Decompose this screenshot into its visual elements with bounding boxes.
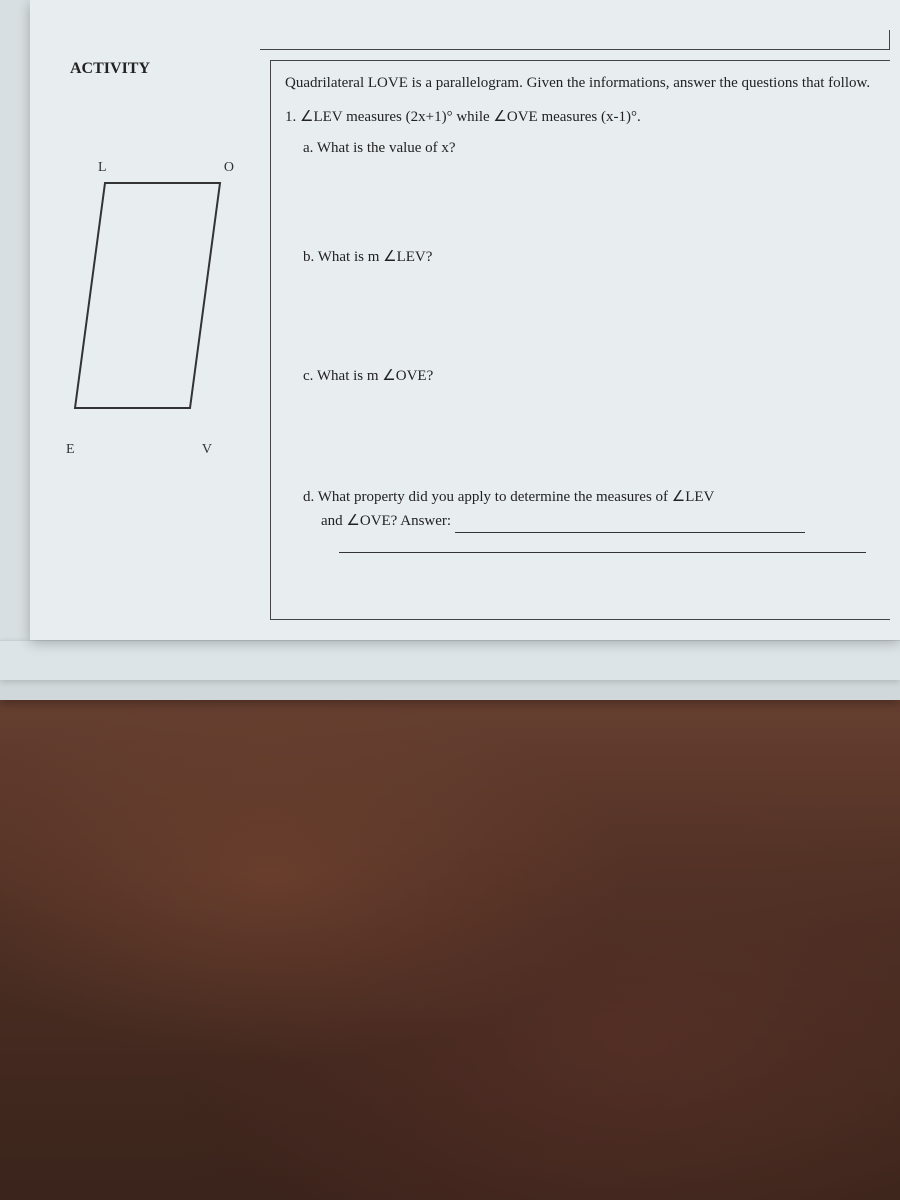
answer-blank-2 <box>339 533 866 553</box>
answer-blank-1 <box>455 518 805 533</box>
vertex-label-l: L <box>98 160 107 176</box>
question-d: d. What property did you apply to determ… <box>303 485 876 553</box>
worksheet-page: ACTIVITY L O E V Quadrilateral LOVE is a… <box>30 0 900 640</box>
previous-box-edge <box>260 30 890 50</box>
activity-title: ACTIVITY <box>70 60 250 78</box>
vertex-label-v: V <box>202 442 212 458</box>
activity-row: ACTIVITY L O E V Quadrilateral LOVE is a… <box>60 60 890 620</box>
question-c: c. What is m ∠OVE? <box>303 366 876 385</box>
parallelogram-shape <box>70 178 230 413</box>
question-a: a. What is the value of x? <box>303 140 876 157</box>
question-b: b. What is m ∠LEV? <box>303 247 876 266</box>
left-column: ACTIVITY L O E V <box>60 60 250 620</box>
paper-stack-layer-1 <box>0 640 900 680</box>
question-box: Quadrilateral LOVE is a parallelogram. G… <box>270 60 890 620</box>
parallelogram-diagram: L O E V <box>70 178 230 438</box>
vertex-label-e: E <box>66 442 75 458</box>
question-d-line2: and ∠OVE? Answer: <box>321 513 451 529</box>
question-d-line1: d. What property did you apply to determ… <box>303 489 714 505</box>
intro-text: Quadrilateral LOVE is a parallelogram. G… <box>285 73 876 93</box>
problem-statement: 1. ∠LEV measures (2x+1)° while ∠OVE meas… <box>285 107 876 126</box>
vertex-label-o: O <box>224 160 234 176</box>
table-surface <box>0 660 900 1200</box>
